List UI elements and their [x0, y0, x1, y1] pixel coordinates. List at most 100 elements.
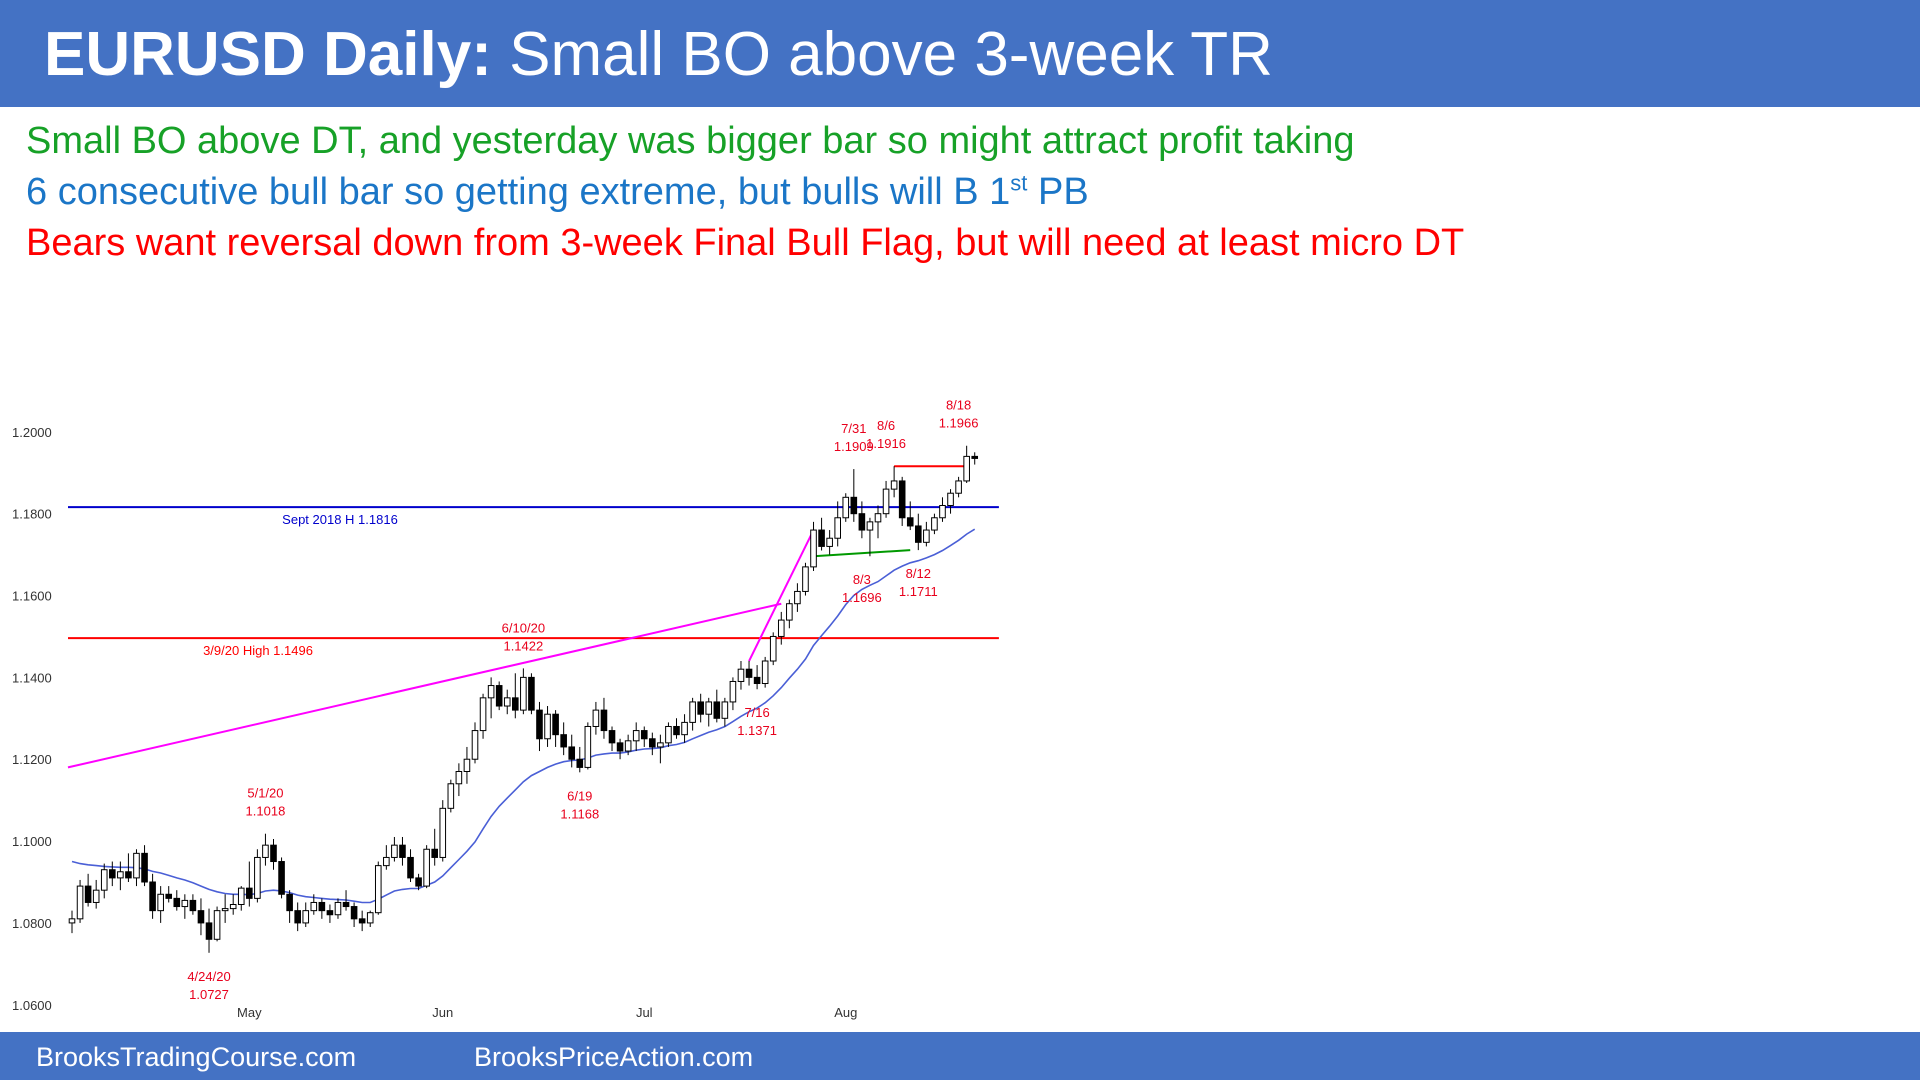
note-1: Small BO above DT, and yesterday was big…: [26, 116, 1464, 167]
candle-body: [592, 709, 600, 727]
candle-body: [600, 709, 608, 732]
candle-body: [205, 922, 213, 940]
annotation-price: 1.1371: [737, 723, 777, 738]
slide-title: EURUSD Daily: Small BO above 3-week TR: [44, 19, 1273, 91]
candle-body: [165, 893, 173, 899]
title-bold: EURUSD Daily:: [44, 20, 492, 89]
candle-body: [890, 480, 898, 490]
candle-body: [342, 901, 350, 908]
candle-body: [753, 676, 761, 685]
annotation-date: 7/31: [841, 421, 866, 436]
annotation-date: 5/1/20: [247, 786, 283, 801]
candle-body: [262, 844, 269, 858]
horizontal-level-label: 3/9/20 High 1.1496: [203, 643, 313, 658]
candle-body: [616, 742, 624, 752]
note-2-superscript: st: [1010, 170, 1028, 196]
candle-body: [391, 844, 398, 858]
candle-body: [536, 709, 543, 740]
candle-body: [906, 517, 914, 527]
annotation-date: 8/3: [853, 572, 871, 587]
candle-body: [657, 742, 664, 748]
trendline: [813, 549, 911, 558]
candle-body: [898, 480, 906, 519]
candle-body: [858, 513, 866, 531]
annotation-price: 1.1909: [834, 439, 874, 454]
candle-body: [955, 480, 962, 494]
candle-body: [358, 918, 366, 924]
candle-body: [737, 668, 745, 682]
candle-body: [850, 496, 858, 515]
annotation-price: 1.1018: [246, 804, 286, 819]
candle-body: [794, 590, 801, 605]
candle-body: [640, 730, 648, 740]
candle-body: [294, 910, 301, 924]
annotation-date: 6/10/20: [502, 620, 545, 635]
candle-body: [777, 619, 785, 637]
y-tick-label: 1.1600: [12, 589, 52, 604]
candle-body: [665, 725, 672, 744]
candle-body: [649, 738, 656, 748]
candle-body: [544, 713, 551, 740]
footer-left-link[interactable]: BrooksTradingCourse.com: [36, 1042, 357, 1072]
candle-body: [270, 844, 277, 863]
candle-body: [383, 856, 390, 867]
candle-body: [882, 488, 890, 515]
annotation-date: 6/19: [567, 788, 592, 803]
candle-body: [568, 746, 576, 760]
candle-body: [254, 856, 261, 899]
annotation-date: 4/24/20: [187, 969, 230, 984]
candle-body: [963, 455, 970, 482]
candle-body: [181, 899, 189, 908]
note-2-text: 6 consecutive bull bar so getting extrem…: [26, 171, 1011, 213]
candle-body: [786, 603, 793, 621]
footer-right-link[interactable]: BrooksPriceAction.com: [474, 1042, 754, 1072]
candle-body: [246, 887, 253, 899]
candlestick-chart: 1.0600 1.0800 1.1000 1.1200 1.1400 1.1600 1.18…: [12, 398, 999, 1020]
candle-body: [931, 517, 938, 531]
candle-body: [149, 881, 156, 912]
candle-body: [125, 871, 132, 879]
candle-body: [673, 725, 680, 736]
candle-body: [608, 730, 616, 744]
candle-body: [173, 897, 181, 908]
y-tick-label: 1.1200: [12, 752, 52, 767]
candle-body: [157, 893, 164, 912]
candle-body: [834, 517, 842, 539]
candle-body: [455, 771, 463, 785]
title-rest: Small BO above 3-week TR: [491, 20, 1273, 89]
candle-body: [68, 918, 76, 924]
commentary: Small BO above DT, and yesterday was big…: [26, 116, 1464, 269]
y-tick-label: 1.1800: [12, 507, 52, 522]
annotation-date: 8/12: [906, 566, 931, 581]
candle-body: [971, 455, 979, 459]
candle-body: [415, 877, 422, 887]
candle-body: [745, 668, 753, 678]
candle-body: [334, 901, 342, 916]
candle-body: [761, 660, 769, 685]
candle-body: [810, 529, 817, 568]
annotation-price: 1.1916: [866, 436, 906, 451]
candle-body: [302, 910, 310, 924]
candle-body: [624, 740, 632, 752]
note-1-text: Small BO above DT, and yesterday was big…: [26, 120, 1355, 162]
candle-body: [133, 852, 140, 879]
candle-body: [318, 901, 326, 912]
candle-body: [552, 713, 559, 736]
candle-body: [697, 701, 704, 715]
candle-body: [818, 529, 825, 547]
candle-body: [915, 525, 922, 543]
annotation-price: 1.1966: [939, 416, 979, 431]
candle-body: [520, 676, 527, 711]
candle-body: [374, 865, 382, 914]
candle-body: [721, 701, 729, 719]
candle-body: [439, 807, 447, 858]
candle-body: [632, 730, 640, 742]
candle-body: [326, 910, 334, 916]
candle-body: [503, 697, 511, 707]
candle-body: [842, 496, 850, 519]
candle-body: [447, 783, 455, 809]
candle-body: [310, 901, 318, 912]
candle-body: [713, 701, 721, 719]
candle-body: [237, 887, 245, 906]
title-bar: EURUSD Daily: Small BO above 3-week TR: [0, 0, 1920, 107]
